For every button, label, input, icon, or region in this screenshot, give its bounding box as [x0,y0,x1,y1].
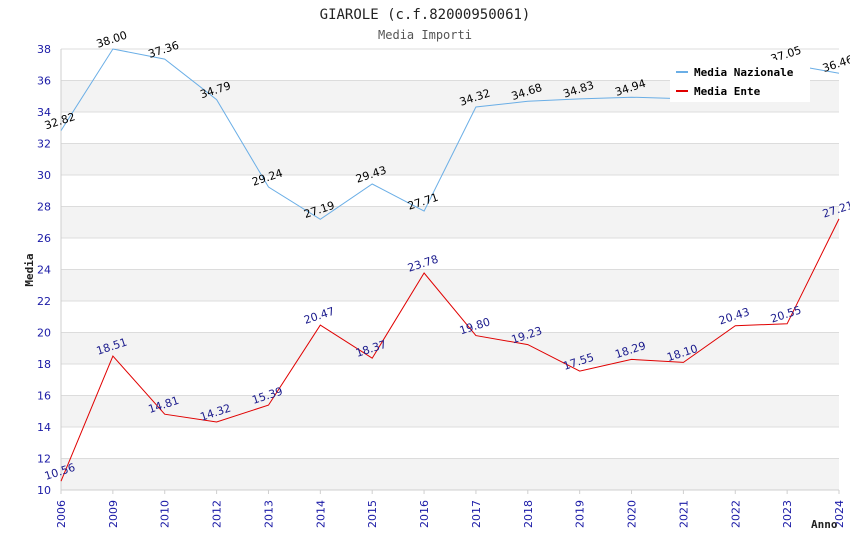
y-tick-label: 34 [37,106,51,119]
x-tick-label: 2006 [55,500,68,528]
chart-subtitle: Media Importi [378,28,472,42]
y-tick-label: 10 [37,484,51,497]
y-tick-label: 32 [37,138,51,151]
y-tick-label: 20 [37,327,51,340]
x-tick-label: 2024 [833,500,846,528]
legend-box [670,60,810,102]
legend-entry: Media Ente [694,85,761,98]
legend: Media Nazionale Media Ente [670,60,810,102]
y-tick-label: 24 [37,264,51,277]
x-tick-label: 2017 [470,500,483,528]
x-tick-label: 2012 [211,500,224,528]
x-tick-label: 2020 [626,500,639,528]
y-tick-label: 28 [37,201,51,214]
grid-band [61,458,839,490]
x-tick-label: 2016 [418,500,431,528]
y-axis-title: Media [23,253,36,286]
x-tick-label: 2023 [781,500,794,528]
y-tick-label: 16 [37,390,51,403]
x-tick-label: 2021 [677,500,690,528]
x-tick-label: 2013 [262,500,275,528]
y-tick-label: 38 [37,43,51,56]
y-tick-label: 30 [37,169,51,182]
x-tick-label: 2019 [574,500,587,528]
series-line-1 [60,218,840,482]
chart-title: GIAROLE (c.f.82000950061) [320,7,531,23]
legend-entry: Media Nazionale [694,66,794,79]
x-tick-label: 2009 [107,500,120,528]
y-tick-label: 12 [37,453,51,466]
grid-band [61,395,839,427]
y-tick-label: 14 [37,421,51,434]
grid-band [61,206,839,238]
y-tick-label: 22 [37,295,51,308]
x-tick-label: 2015 [366,500,379,528]
grid-band [61,332,839,364]
x-tick-label: 2010 [159,500,172,528]
grid-band [61,269,839,301]
y-tick-label: 18 [37,358,51,371]
x-tick-label: 2014 [314,500,327,528]
x-tick-label: 2018 [522,500,535,528]
y-tick-label: 26 [37,232,51,245]
x-axis-title: Anno [811,518,838,531]
y-tick-label: 36 [37,75,51,88]
x-tick-label: 2022 [729,500,742,528]
